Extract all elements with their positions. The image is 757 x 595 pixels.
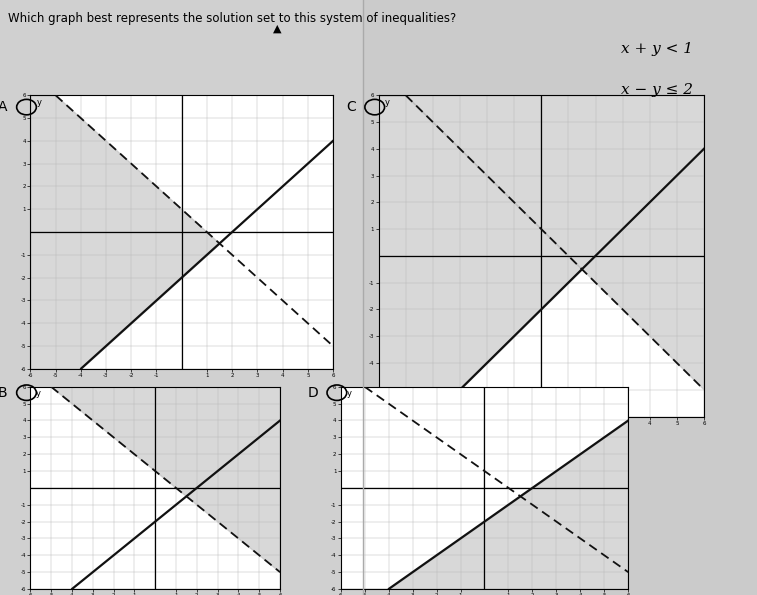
Text: x − y ≤ 2: x − y ≤ 2 [621,83,693,98]
Text: A: A [0,100,8,114]
Text: C: C [346,100,356,114]
Text: D: D [307,386,318,400]
Text: y: y [385,98,390,108]
Text: y: y [36,98,42,107]
Text: y: y [36,389,40,398]
Text: ▲: ▲ [273,24,281,34]
Text: y: y [347,389,351,398]
Text: Which graph best represents the solution set to this system of inequalities?: Which graph best represents the solution… [8,12,456,25]
Text: B: B [0,386,8,400]
Text: x + y < 1: x + y < 1 [621,42,693,56]
